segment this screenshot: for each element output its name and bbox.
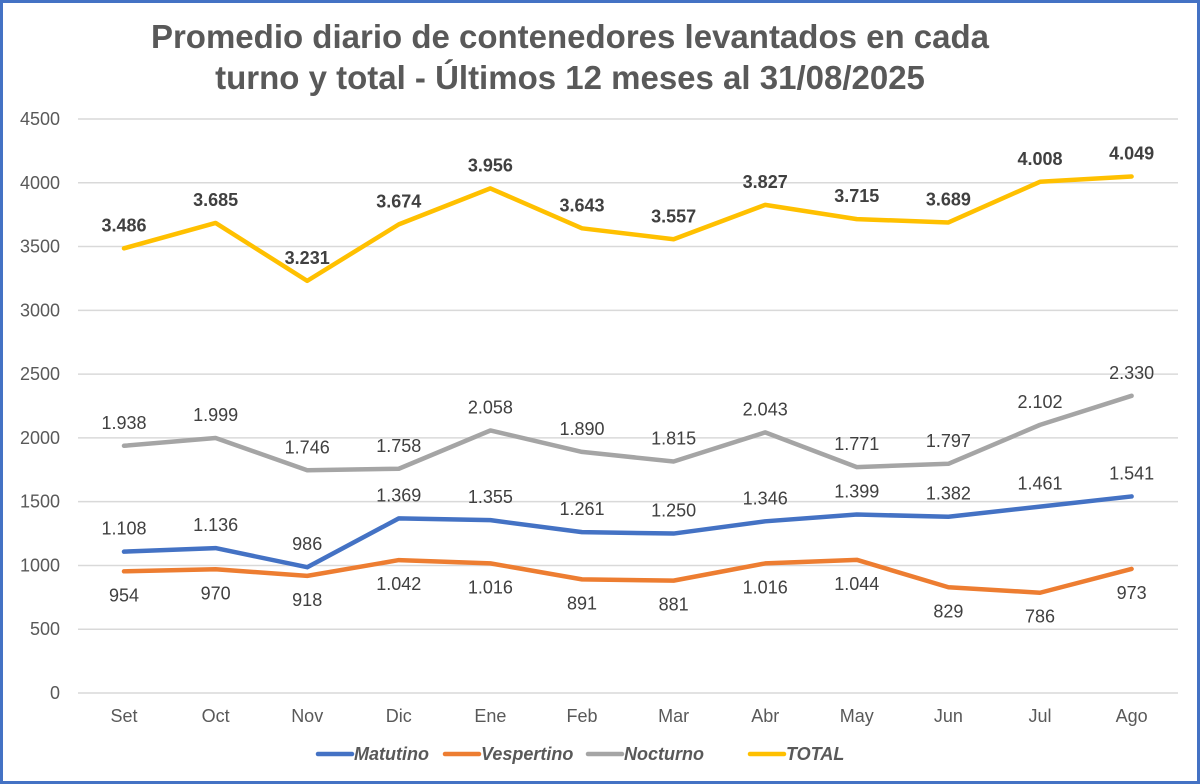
- x-tick-label: Ene: [474, 706, 506, 726]
- y-tick-label: 500: [30, 619, 60, 639]
- data-label-vespertino: 973: [1117, 583, 1147, 603]
- data-label-nocturno: 2.058: [468, 397, 513, 417]
- y-tick-label: 1500: [20, 492, 60, 512]
- data-label-matutino: 1.261: [559, 499, 604, 519]
- chart-title-line-1: Promedio diario de contenedores levantad…: [150, 18, 990, 55]
- legend-label-nocturno: Nocturno: [624, 744, 704, 764]
- data-label-total: 3.689: [926, 189, 971, 209]
- data-label-total: 3.685: [193, 190, 238, 210]
- data-label-vespertino: 1.016: [468, 577, 513, 597]
- data-label-matutino: 1.250: [651, 501, 696, 521]
- x-axis-ticks: Set Oct Nov Dic Ene Feb Mar Abr May Jun Jul Ago: [110, 706, 1147, 726]
- x-tick-label: Feb: [566, 706, 597, 726]
- y-tick-label: 3500: [20, 237, 60, 257]
- y-tick-label: 4000: [20, 173, 60, 193]
- data-label-nocturno: 2.102: [1017, 392, 1062, 412]
- data-label-total: 3.557: [651, 206, 696, 226]
- data-label-matutino: 1.382: [926, 484, 971, 504]
- x-tick-label: May: [840, 706, 874, 726]
- data-label-vespertino: 829: [933, 601, 963, 621]
- series-line-total: [121, 174, 1134, 284]
- data-label-total: 3.956: [468, 155, 513, 175]
- data-label-vespertino: 881: [659, 595, 689, 615]
- series-line-matutino: [121, 494, 1134, 570]
- data-label-nocturno: 2.330: [1109, 363, 1154, 383]
- gridlines: [78, 118, 1178, 694]
- data-label-nocturno: 1.999: [193, 405, 238, 425]
- legend-label-total: TOTAL: [786, 744, 844, 764]
- chart-title: Promedio diario de contenedores levantad…: [0, 16, 1140, 98]
- y-tick-label: 3000: [20, 300, 60, 320]
- data-label-matutino: 1.108: [101, 519, 146, 539]
- data-label-nocturno: 2.043: [743, 399, 788, 419]
- series-line-vespertino: [121, 557, 1134, 595]
- x-tick-label: Abr: [751, 706, 779, 726]
- data-label-nocturno: 1.746: [285, 437, 330, 457]
- data-label-matutino: 1.399: [834, 482, 879, 502]
- data-label-total: 3.231: [285, 248, 330, 268]
- x-tick-label: Ago: [1116, 706, 1148, 726]
- y-tick-label: 1000: [20, 555, 60, 575]
- series-lines: [121, 174, 1134, 595]
- x-tick-label: Mar: [658, 706, 689, 726]
- data-label-matutino: 1.461: [1017, 474, 1062, 494]
- data-label-nocturno: 1.758: [376, 436, 421, 456]
- legend: Matutino Vespertino Nocturno TOTAL: [315, 744, 844, 764]
- data-label-total: 4.008: [1017, 149, 1062, 169]
- data-label-matutino: 1.541: [1109, 463, 1154, 483]
- data-label-vespertino: 954: [109, 585, 139, 605]
- x-tick-label: Nov: [291, 706, 323, 726]
- x-tick-label: Jun: [934, 706, 963, 726]
- data-label-nocturno: 1.771: [834, 434, 879, 454]
- data-label-total: 3.715: [834, 186, 879, 206]
- data-label-vespertino: 1.016: [743, 577, 788, 597]
- data-label-total: 3.486: [101, 215, 146, 235]
- y-tick-label: 2500: [20, 364, 60, 384]
- data-label-vespertino: 970: [201, 583, 231, 603]
- data-label-vespertino: 1.042: [376, 574, 421, 594]
- data-label-vespertino: 786: [1025, 607, 1055, 627]
- data-label-total: 3.827: [743, 172, 788, 192]
- y-tick-label: 2000: [20, 428, 60, 448]
- x-tick-label: Oct: [202, 706, 230, 726]
- legend-label-vespertino: Vespertino: [481, 744, 573, 764]
- data-label-matutino: 1.136: [193, 515, 238, 535]
- data-label-total: 4.049: [1109, 144, 1154, 164]
- data-label-nocturno: 1.797: [926, 431, 971, 451]
- data-label-vespertino: 1.044: [834, 574, 879, 594]
- chart-title-line-2: turno y total - Últimos 12 meses al 31/0…: [215, 59, 925, 96]
- data-label-matutino: 1.369: [376, 485, 421, 505]
- y-axis-ticks: 0 500 1000 1500 2000 2500 3000 3500 4000 4500: [20, 109, 60, 703]
- data-label-nocturno: 1.815: [651, 428, 696, 448]
- data-label-matutino: 1.346: [743, 488, 788, 508]
- data-label-nocturno: 1.938: [101, 413, 146, 433]
- x-tick-label: Set: [110, 706, 137, 726]
- legend-label-matutino: Matutino: [354, 744, 429, 764]
- y-tick-label: 0: [50, 683, 60, 703]
- data-labels: 1.108 1.136 986 1.369 1.355 1.261 1.250 1.346 1.…: [101, 144, 1154, 627]
- series-line-nocturno: [121, 393, 1134, 473]
- data-label-vespertino: 891: [567, 593, 597, 613]
- data-label-matutino: 986: [292, 534, 322, 554]
- data-label-vespertino: 918: [292, 590, 322, 610]
- data-label-nocturno: 1.890: [559, 419, 604, 439]
- data-label-matutino: 1.355: [468, 487, 513, 507]
- data-label-total: 3.643: [559, 195, 604, 215]
- x-tick-label: Dic: [386, 706, 412, 726]
- y-tick-label: 4500: [20, 109, 60, 129]
- data-label-total: 3.674: [376, 191, 421, 211]
- x-tick-label: Jul: [1028, 706, 1051, 726]
